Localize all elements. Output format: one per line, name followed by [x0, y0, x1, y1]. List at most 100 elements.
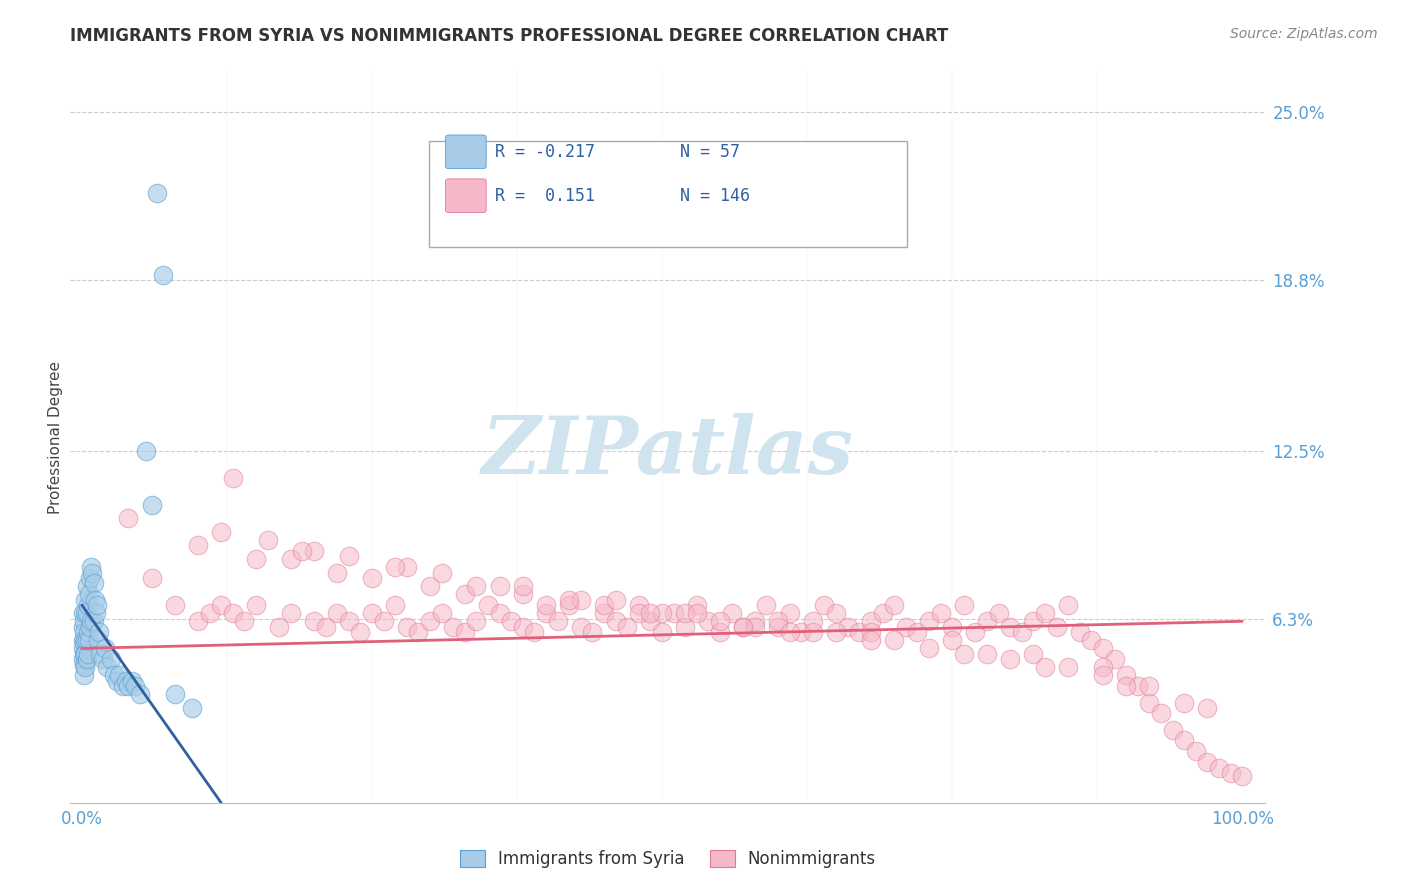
Point [1115, 668, 1137, 682]
Point [651, 606, 673, 620]
Point [976, 647, 998, 661]
Point [779, 625, 801, 640]
Point [124, 679, 146, 693]
Point [952, 647, 974, 661]
Point [848, 625, 870, 640]
Point [1033, 660, 1056, 674]
Point [83, 615, 105, 629]
Point [72, 606, 94, 620]
Point [80, 615, 103, 629]
Point [477, 598, 499, 612]
Text: ZIPatlas: ZIPatlas [482, 413, 853, 491]
Point [883, 598, 905, 612]
Point [121, 673, 143, 688]
Point [105, 673, 128, 688]
Point [1057, 598, 1080, 612]
Point [222, 471, 245, 485]
Point [315, 620, 337, 634]
Point [73, 636, 96, 650]
Point [1091, 641, 1114, 656]
Point [337, 615, 360, 629]
Point [744, 620, 766, 634]
Point [465, 579, 488, 593]
Point [766, 620, 789, 634]
Point [76, 633, 98, 648]
Point [627, 606, 650, 620]
Point [326, 606, 349, 620]
Point [825, 606, 848, 620]
Legend: Immigrants from Syria, Nonimmigrants: Immigrants from Syria, Nonimmigrants [453, 844, 883, 875]
Point [75, 660, 97, 674]
Point [117, 511, 139, 525]
Point [141, 498, 163, 512]
Point [82, 566, 104, 580]
Point [673, 606, 696, 620]
Point [534, 606, 557, 620]
Point [72, 641, 94, 656]
Point [976, 615, 998, 629]
Point [998, 652, 1021, 666]
Point [361, 571, 384, 585]
Point [1219, 766, 1241, 780]
Point [593, 606, 616, 620]
Point [465, 615, 488, 629]
Point [100, 652, 122, 666]
Point [501, 615, 523, 629]
FancyBboxPatch shape [446, 179, 486, 212]
Point [627, 598, 650, 612]
Point [79, 620, 101, 634]
Point [233, 615, 256, 629]
Point [454, 587, 477, 601]
Point [697, 615, 720, 629]
Point [744, 615, 766, 629]
Point [395, 620, 418, 634]
Point [245, 552, 267, 566]
Point [720, 606, 742, 620]
Point [965, 625, 987, 640]
Point [709, 625, 731, 640]
Point [89, 625, 111, 640]
Point [929, 606, 952, 620]
Point [859, 625, 882, 640]
Point [419, 579, 441, 593]
Point [94, 641, 117, 656]
Point [256, 533, 278, 547]
Point [73, 625, 96, 640]
Point [86, 598, 108, 612]
Point [326, 566, 349, 580]
Point [1197, 701, 1219, 715]
Point [952, 598, 974, 612]
Point [152, 268, 174, 282]
Point [883, 633, 905, 648]
Point [1173, 733, 1195, 747]
Point [430, 566, 453, 580]
Point [75, 647, 97, 661]
Point [146, 186, 169, 201]
Point [222, 606, 245, 620]
Point [337, 549, 360, 564]
Point [941, 633, 963, 648]
Point [605, 615, 627, 629]
Point [111, 679, 134, 693]
Point [1091, 668, 1114, 682]
Point [616, 620, 638, 634]
Point [209, 598, 232, 612]
Point [512, 620, 534, 634]
Point [1126, 679, 1149, 693]
Point [302, 615, 325, 629]
Point [87, 633, 110, 648]
Point [1230, 769, 1253, 783]
Point [709, 615, 731, 629]
Point [76, 606, 98, 620]
Point [512, 579, 534, 593]
Point [84, 606, 107, 620]
Point [76, 652, 98, 666]
Point [72, 633, 94, 648]
Point [384, 560, 406, 574]
Text: N = 146: N = 146 [681, 186, 749, 204]
Point [76, 647, 98, 661]
Point [918, 615, 941, 629]
Point [83, 592, 105, 607]
Point [905, 625, 928, 640]
Point [766, 615, 789, 629]
